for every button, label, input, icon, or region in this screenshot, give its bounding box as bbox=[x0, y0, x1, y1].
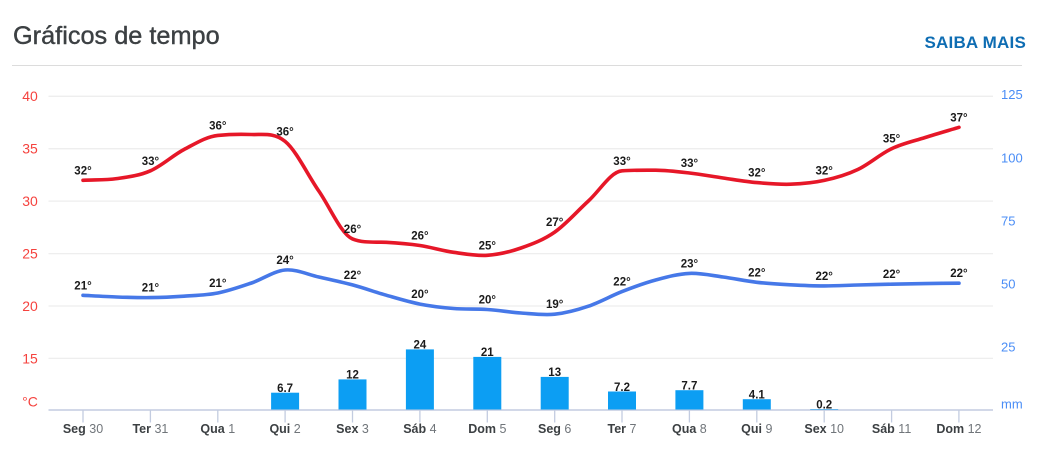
svg-text:12: 12 bbox=[346, 370, 359, 382]
svg-text:125: 125 bbox=[1001, 87, 1023, 102]
svg-text:100: 100 bbox=[1001, 150, 1023, 165]
svg-text:Qui 2: Qui 2 bbox=[269, 422, 300, 436]
svg-text:Dom 12: Dom 12 bbox=[936, 422, 981, 436]
svg-text:50: 50 bbox=[1001, 277, 1015, 292]
svg-text:Ter 7: Ter 7 bbox=[608, 422, 637, 436]
svg-text:23°: 23° bbox=[681, 258, 699, 270]
svg-text:75: 75 bbox=[1001, 213, 1015, 228]
svg-text:26°: 26° bbox=[411, 231, 429, 243]
svg-text:Seg 30: Seg 30 bbox=[63, 422, 103, 436]
svg-text:Ter 31: Ter 31 bbox=[132, 422, 168, 436]
svg-text:13: 13 bbox=[548, 367, 561, 379]
svg-text:24: 24 bbox=[414, 340, 427, 352]
svg-text:mm: mm bbox=[1001, 396, 1023, 411]
svg-text:22°: 22° bbox=[816, 271, 834, 283]
svg-text:30: 30 bbox=[22, 193, 38, 209]
svg-text:Sex 10: Sex 10 bbox=[804, 422, 844, 436]
svg-text:Sáb 4: Sáb 4 bbox=[403, 422, 436, 436]
svg-text:20°: 20° bbox=[411, 289, 429, 301]
svg-text:7.7: 7.7 bbox=[681, 381, 697, 393]
svg-text:25: 25 bbox=[1001, 340, 1015, 355]
svg-text:21°: 21° bbox=[209, 278, 227, 290]
svg-text:22°: 22° bbox=[883, 269, 901, 281]
svg-text:36°: 36° bbox=[209, 120, 227, 132]
svg-text:Dom 5: Dom 5 bbox=[468, 422, 506, 436]
svg-text:32°: 32° bbox=[74, 165, 92, 177]
svg-text:4.1: 4.1 bbox=[749, 390, 766, 402]
svg-text:35: 35 bbox=[22, 141, 38, 157]
svg-text:15: 15 bbox=[22, 350, 38, 366]
svg-text:40: 40 bbox=[22, 88, 38, 104]
svg-text:20: 20 bbox=[22, 298, 38, 314]
svg-text:21°: 21° bbox=[142, 283, 160, 295]
svg-text:21: 21 bbox=[481, 347, 494, 359]
svg-text:7.2: 7.2 bbox=[614, 382, 630, 394]
svg-text:32°: 32° bbox=[816, 165, 834, 177]
svg-text:27°: 27° bbox=[546, 217, 564, 229]
svg-text:Qua 8: Qua 8 bbox=[672, 422, 707, 436]
svg-text:35°: 35° bbox=[883, 134, 901, 146]
svg-text:Seg 6: Seg 6 bbox=[538, 422, 571, 436]
svg-text:22°: 22° bbox=[613, 277, 631, 289]
svg-text:26°: 26° bbox=[344, 224, 362, 236]
svg-text:6.7: 6.7 bbox=[277, 383, 293, 395]
svg-text:19°: 19° bbox=[546, 299, 564, 311]
svg-text:25: 25 bbox=[22, 246, 38, 262]
svg-text:22°: 22° bbox=[344, 270, 362, 282]
svg-text:37°: 37° bbox=[950, 112, 968, 124]
svg-text:36°: 36° bbox=[276, 126, 294, 138]
svg-text:Qua 1: Qua 1 bbox=[200, 422, 235, 436]
svg-text:21°: 21° bbox=[74, 280, 92, 292]
svg-text:22°: 22° bbox=[950, 268, 968, 280]
svg-text:Qui 9: Qui 9 bbox=[741, 422, 772, 436]
svg-text:24°: 24° bbox=[276, 255, 294, 267]
svg-text:0.2: 0.2 bbox=[816, 399, 832, 411]
svg-text:°C: °C bbox=[22, 394, 38, 410]
svg-text:22°: 22° bbox=[748, 267, 766, 279]
svg-text:32°: 32° bbox=[748, 168, 766, 180]
svg-text:Sex 3: Sex 3 bbox=[336, 422, 369, 436]
svg-text:33°: 33° bbox=[142, 156, 160, 168]
svg-text:Sáb 11: Sáb 11 bbox=[872, 422, 911, 436]
svg-text:33°: 33° bbox=[681, 158, 699, 170]
svg-text:33°: 33° bbox=[613, 156, 631, 168]
svg-text:20°: 20° bbox=[479, 295, 497, 307]
svg-text:25°: 25° bbox=[479, 240, 497, 252]
